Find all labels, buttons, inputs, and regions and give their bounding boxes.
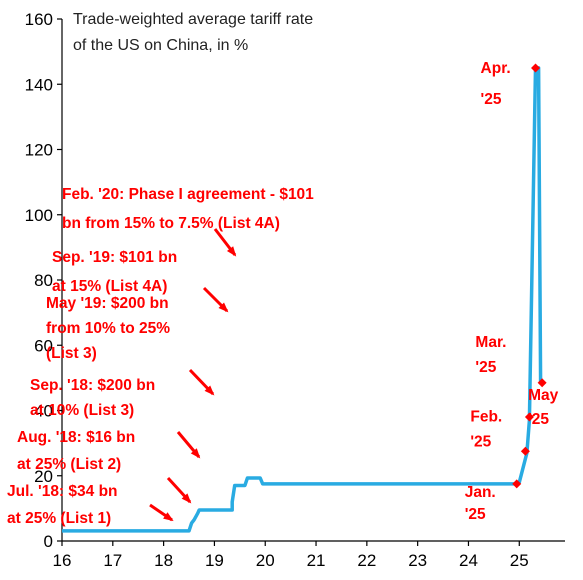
data-marker — [524, 412, 534, 422]
x-tick-label: 22 — [357, 551, 376, 570]
x-tick-label: 18 — [154, 551, 173, 570]
data-marker — [520, 446, 530, 456]
x-tick-label: 19 — [205, 551, 224, 570]
chart-title: Trade-weighted average tariff rate — [73, 11, 313, 28]
x-tick-label: 17 — [103, 551, 122, 570]
x-tick-label: 21 — [307, 551, 326, 570]
policy-annotation: Jul. '18: $34 bn at 25% (List 1) — [7, 483, 118, 527]
x-tick-label: 20 — [256, 551, 275, 570]
marker-label: May '25 — [528, 387, 559, 428]
marker-label: Apr. '25 — [481, 60, 511, 108]
y-tick-label: 0 — [44, 532, 53, 551]
x-tick-label: 25 — [510, 551, 529, 570]
y-tick-label: 40 — [34, 402, 53, 421]
marker-label: Jan. '25 — [465, 484, 496, 523]
annotation-arrowhead — [190, 448, 201, 459]
policy-annotation: Sep. '19: $101 bn at 15% (List 4A) — [52, 249, 177, 295]
policy-annotation: May '19: $200 bn from 10% to 25% (List 3) — [46, 295, 170, 362]
annotation-arrowhead — [226, 246, 237, 257]
data-marker — [512, 479, 522, 489]
policy-annotation: Aug. '18: $16 bn at 25% (List 2) — [17, 429, 135, 473]
x-tick-label: 24 — [459, 551, 478, 570]
y-tick-label: 100 — [25, 206, 53, 225]
y-tick-label: 160 — [25, 10, 53, 29]
data-marker — [531, 63, 541, 73]
data-marker — [537, 378, 547, 388]
x-tick-label: 23 — [408, 551, 427, 570]
marker-layer: Jan. '25 Feb. '25 Mar. '25 Apr. '25 May '25 — [465, 60, 559, 523]
annotation-arrowhead — [163, 512, 174, 522]
annotation-arrowhead — [204, 385, 215, 396]
policy-annotation: Feb. '20: Phase I agreement - $101 bn fro… — [62, 186, 314, 232]
series-layer — [62, 66, 543, 533]
tariff-series-line — [62, 66, 543, 533]
annotation-arrowhead — [218, 302, 229, 313]
y-tick-label: 80 — [34, 271, 53, 290]
x-tick-label: 16 — [53, 551, 72, 570]
annotation-layer: Feb. '20: Phase I agreement - $101 bn fro… — [7, 186, 314, 527]
axes: 0 20 40 60 80 100 120 140 160 16 17 18 19 20 21 22 23 24 2… — [25, 10, 565, 570]
y-tick-label: 20 — [34, 467, 53, 486]
y-tick-label: 120 — [25, 141, 53, 160]
y-tick-label: 60 — [34, 336, 53, 355]
chart-subtitle: of the US on China, in % — [73, 37, 248, 54]
marker-label: Feb. '25 — [470, 408, 502, 450]
y-tick-label: 140 — [25, 75, 53, 94]
marker-label: Mar. '25 — [475, 334, 506, 376]
policy-annotation: Sep. '18: $200 bn at 10% (List 3) — [30, 377, 155, 419]
annotation-arrowhead — [181, 493, 192, 504]
